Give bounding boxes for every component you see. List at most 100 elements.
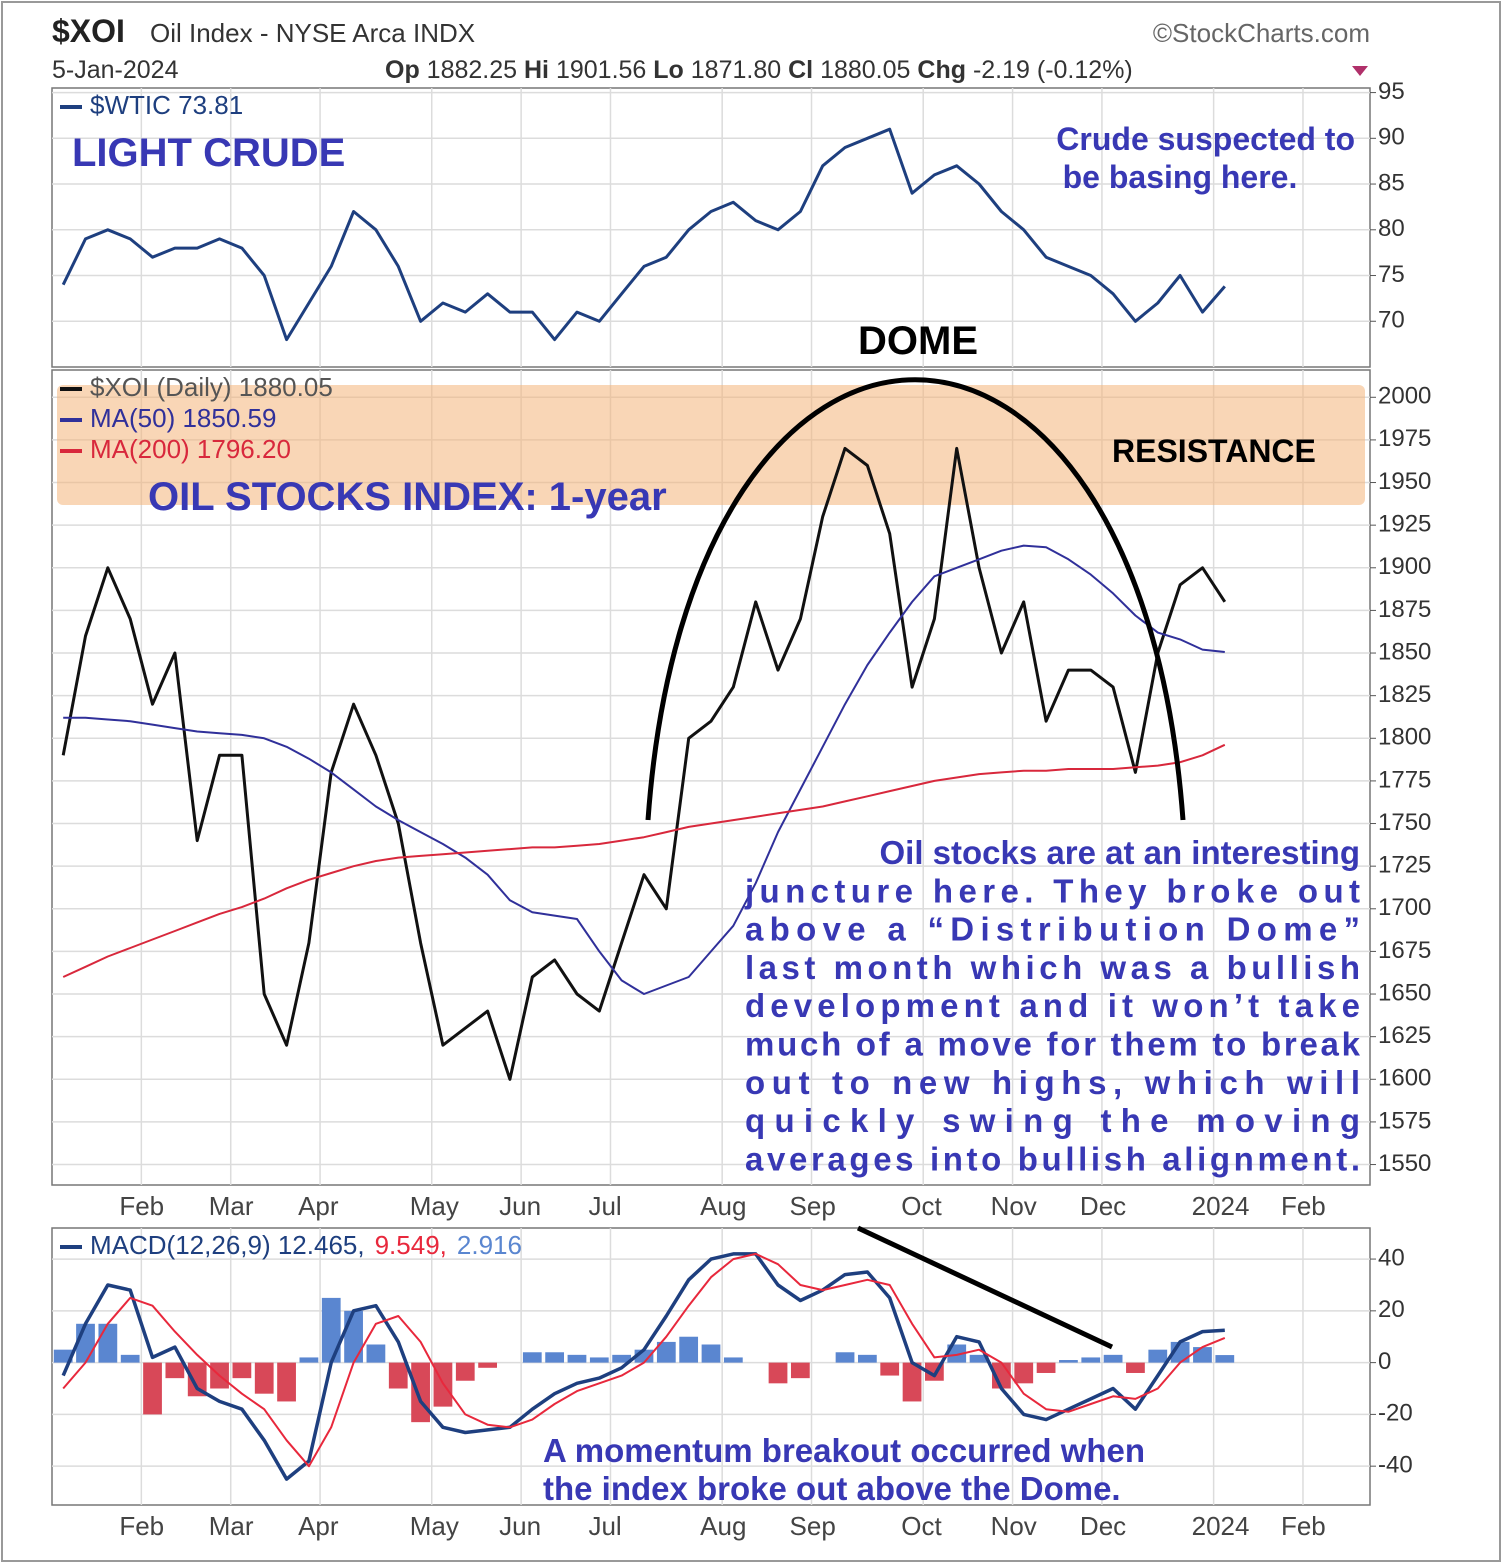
histogram-bar — [1036, 1362, 1056, 1373]
histogram-bar — [344, 1310, 363, 1363]
histogram-bar — [545, 1352, 565, 1363]
x-tick-label: Aug — [700, 1191, 746, 1221]
dome-arc — [645, 377, 1186, 821]
quote-value: 1871.80 — [691, 56, 781, 84]
change-arrow — [1352, 66, 1368, 76]
annotation: DOME — [858, 319, 978, 363]
y-tick-label: 90 — [1378, 124, 1405, 151]
y-tick-label: 1950 — [1378, 468, 1431, 495]
histogram-bar — [1148, 1349, 1168, 1363]
histogram-bar — [1081, 1357, 1101, 1363]
quote-value: 1901.56 — [556, 56, 646, 84]
histogram-bar — [411, 1362, 430, 1423]
histogram-bar — [768, 1362, 788, 1384]
y-tick-label: 70 — [1378, 307, 1405, 334]
quote-label: Cl — [788, 56, 813, 84]
histogram-bar — [656, 1341, 676, 1363]
annotation: quickly swing the moving — [745, 1102, 1360, 1139]
date: 5-Jan-2024 — [52, 56, 179, 84]
panel — [51, 369, 1371, 1186]
panel — [51, 87, 1371, 368]
histogram-bar — [120, 1354, 140, 1363]
x-tick-label: Dec — [1080, 1511, 1126, 1541]
x-tick-label: Aug — [700, 1511, 746, 1541]
legend-entry: MA(50) 1850.59 — [90, 403, 276, 433]
y-tick-label: 1625 — [1378, 1022, 1431, 1049]
quote-label: Chg — [917, 56, 966, 84]
x-tick-label: Jul — [588, 1191, 621, 1221]
histogram-bar — [1059, 1360, 1078, 1363]
y-tick-label: 1675 — [1378, 937, 1431, 964]
series-line — [61, 127, 1226, 342]
resistance-zone — [57, 385, 1365, 505]
x-tick-label: Nov — [991, 1511, 1037, 1541]
y-tick-label: 1975 — [1378, 425, 1431, 452]
histogram-bar — [1014, 1362, 1034, 1384]
panel-title: OIL STOCKS INDEX: 1-year — [148, 475, 667, 519]
histogram-bar — [187, 1362, 207, 1397]
panel-title: LIGHT CRUDE — [72, 131, 345, 175]
x-tick-label: Feb — [1281, 1511, 1326, 1541]
x-tick-label: Oct — [901, 1511, 942, 1541]
x-tick-label: Jul — [588, 1511, 621, 1541]
histogram-bar — [902, 1362, 922, 1402]
series-line — [61, 1252, 1225, 1481]
y-tick-label: 1900 — [1378, 553, 1431, 580]
quote-label: Hi — [524, 56, 549, 84]
histogram-bar — [388, 1362, 408, 1389]
y-tick-label: 1925 — [1378, 511, 1431, 538]
x-tick-label: Jun — [499, 1191, 541, 1221]
y-tick-label: 1800 — [1378, 724, 1431, 751]
y-tick-label: 20 — [1378, 1296, 1405, 1323]
y-tick-label: 1850 — [1378, 638, 1431, 665]
histogram-bar — [790, 1362, 810, 1379]
x-tick-label: Apr — [298, 1191, 339, 1221]
annotation: averages into bullish alignment. — [745, 1140, 1360, 1177]
annotation: be basing here. — [1063, 159, 1298, 195]
x-tick-label: Apr — [298, 1511, 339, 1541]
histogram-bar — [679, 1336, 699, 1363]
histogram-bar — [1103, 1354, 1123, 1363]
y-tick-label: 1750 — [1378, 809, 1431, 836]
y-tick-label: 1775 — [1378, 766, 1431, 793]
x-tick-label: Dec — [1080, 1191, 1126, 1221]
legend-entry: MACD(12,26,9) 12.465, — [90, 1230, 365, 1260]
histogram-bar — [366, 1344, 386, 1363]
histogram-bar — [969, 1354, 989, 1363]
panels: 70 75 80 85 90 95 $WTIC 73.81 1550 1575 1600 1625 1… — [51, 78, 1431, 1541]
x-tick-label: Oct — [901, 1191, 942, 1221]
histogram-bar — [254, 1362, 274, 1394]
histogram-bar — [143, 1362, 162, 1415]
y-tick-label: 1650 — [1378, 979, 1431, 1006]
quote-value: -2.19 (-0.12%) — [973, 56, 1133, 84]
histogram-bar — [589, 1357, 609, 1363]
source: ©StockCharts.com — [1153, 18, 1370, 48]
y-tick-label: -20 — [1378, 1400, 1413, 1427]
y-tick-label: 75 — [1378, 261, 1405, 288]
x-tick-label: Jun — [499, 1511, 541, 1541]
series-line — [62, 1252, 1226, 1468]
annotation: development and it won’t take — [745, 987, 1360, 1024]
histogram-bar — [98, 1323, 118, 1363]
histogram-bar — [1193, 1347, 1212, 1363]
x-tick-label: Mar — [209, 1191, 254, 1221]
histogram-bar — [567, 1354, 587, 1363]
x-tick-label: May — [410, 1511, 459, 1541]
histogram-bar — [1126, 1362, 1145, 1373]
annotation: the index broke out above the Dome. — [543, 1470, 1121, 1507]
annotation: A momentum breakout occurred when — [543, 1432, 1145, 1469]
histogram-bar — [299, 1357, 319, 1363]
y-tick-label: 95 — [1378, 78, 1405, 105]
x-tick-label: Feb — [119, 1191, 164, 1221]
annotation: RESISTANCE — [1112, 433, 1316, 469]
y-tick-label: 1575 — [1378, 1107, 1431, 1134]
x-tick-label: 2024 — [1192, 1511, 1250, 1541]
quote-label: Op — [385, 56, 420, 84]
annotation: last month which was a bullish — [745, 949, 1360, 986]
histogram-bar — [165, 1362, 185, 1379]
x-tick-label: Mar — [209, 1511, 254, 1541]
index-name: Oil Index - NYSE Arca INDX — [150, 18, 475, 48]
histogram-bar — [522, 1352, 542, 1363]
